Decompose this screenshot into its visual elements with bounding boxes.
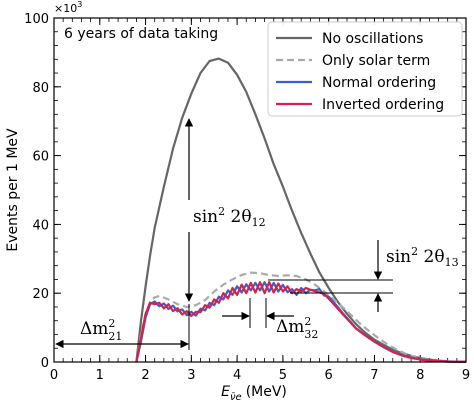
y-tick-label: 60 (32, 150, 49, 165)
dm32-label: Δm2 32 (276, 315, 318, 341)
y-multiplier: ×103 (54, 0, 82, 15)
theta13-label: sin2 2θ13 (386, 245, 459, 269)
y-tick-label: 20 (32, 287, 49, 302)
dm21-label: Δm2 21 (80, 317, 122, 343)
legend-label: Normal ordering (322, 75, 436, 91)
legend-label: No oscillations (322, 31, 423, 47)
series-line-inverted-ordering (135, 281, 467, 363)
series-lines (135, 57, 467, 363)
y-axis-title: Events per 1 MeV (5, 128, 21, 252)
x-tick-label: 4 (233, 368, 241, 383)
series-line-only-solar-term (135, 271, 467, 363)
x-tick-label: 3 (187, 368, 195, 383)
y-tick-label: 100 (24, 12, 49, 27)
inset-text: 6 years of data taking (64, 26, 218, 42)
x-tick-label: 1 (96, 368, 104, 383)
plot-frame (53, 17, 467, 363)
x-tick-label: 5 (279, 368, 287, 383)
x-tick-label: 8 (416, 368, 424, 383)
theta12-label: sin2 2θ12 (193, 205, 266, 229)
legend-label: Inverted ordering (322, 97, 444, 113)
x-tick-label: 9 (462, 368, 470, 383)
x-axis-title: Eν̄e (MeV) (221, 384, 287, 402)
x-tick-label: 2 (141, 368, 149, 383)
y-tick-label: 0 (41, 356, 49, 371)
legend: No oscillations Only solar term Normal ord… (267, 21, 463, 117)
legend-box (267, 21, 463, 117)
x-tick-label: 0 (50, 368, 58, 383)
legend-label: Only solar term (322, 53, 430, 69)
x-tick-label: 7 (370, 368, 378, 383)
x-tick-label: 6 (325, 368, 333, 383)
y-tick-label: 40 (32, 218, 49, 233)
series-line-no-oscillations (135, 57, 467, 363)
y-tick-label: 80 (32, 81, 49, 96)
